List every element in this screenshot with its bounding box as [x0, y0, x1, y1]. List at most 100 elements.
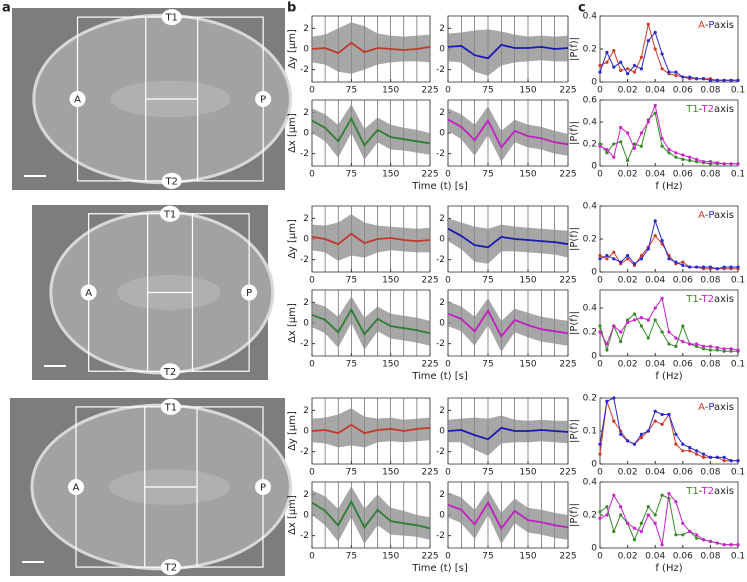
x-tick-label: 0.1	[731, 276, 745, 286]
x-axis-label: f (Hz)	[655, 371, 682, 382]
legend-entry: -	[705, 20, 709, 31]
legend-entry: A	[698, 210, 705, 221]
spectrum-point	[653, 318, 657, 322]
x-tick-label: 225	[421, 468, 438, 478]
y-tick-label: 0	[439, 319, 445, 329]
x-axis-label: f (Hz)	[655, 563, 682, 574]
x-tick-label: 75	[346, 360, 357, 370]
x-axis-label: Time (t) [s]	[411, 371, 468, 382]
x-tick-label: 0	[309, 86, 315, 96]
x-tick-label: 0.02	[618, 552, 638, 562]
y-tick-label: -2	[300, 255, 309, 265]
x-tick-label: 0.02	[618, 468, 638, 478]
mean-line	[311, 232, 431, 246]
spectrum-point	[653, 30, 657, 35]
x-tick-label: 75	[482, 468, 493, 478]
legend-entry: T1	[685, 104, 698, 115]
trace-envelope	[312, 22, 430, 74]
legend-entry: T1	[685, 486, 698, 497]
spectrum-point	[736, 265, 740, 269]
y-axis-label: |P(f)|	[569, 311, 580, 335]
spectrum-point	[667, 330, 671, 334]
spectrum-point	[681, 75, 685, 79]
spectrum-point	[605, 505, 609, 509]
spectrum-point	[688, 445, 692, 450]
y-tick-label: 0.2	[583, 235, 597, 245]
x-tick-label: 0.06	[673, 360, 693, 370]
x-tick-label: 0.08	[700, 468, 720, 478]
spectrum-point	[722, 78, 726, 82]
y-tick-label: -2	[300, 531, 309, 541]
trace-envelope	[448, 298, 568, 352]
y-axis-label: Δx [μm]	[287, 495, 298, 535]
y-tick-label: 0	[303, 45, 309, 55]
y-tick-label: 0	[303, 129, 309, 139]
x-tick-label: 0	[597, 552, 603, 562]
y-tick-label: 0	[439, 511, 445, 521]
spectrum-point	[722, 459, 726, 463]
y-tick-label: 2	[303, 24, 309, 34]
label-badge	[68, 479, 84, 495]
y-axis-label: |P(f)|	[569, 419, 580, 443]
spectrum-point	[626, 257, 630, 261]
spectrum-point	[681, 533, 685, 537]
x-tick-label: 0	[309, 360, 315, 370]
y-tick-label: 0	[591, 78, 597, 88]
legend-entry: -	[705, 402, 709, 413]
mean-line	[311, 307, 431, 336]
x-tick-label: 150	[519, 86, 536, 96]
x-tick-label: 0	[597, 86, 603, 96]
label-badge	[255, 91, 272, 107]
x-tick-label: 0.1	[731, 552, 745, 562]
x-tick-label: 0.02	[618, 86, 638, 96]
legend-entry: axis	[714, 20, 734, 31]
trace-envelope	[312, 296, 430, 350]
spectrum-point	[667, 412, 671, 417]
y-tick-label: 2	[303, 214, 309, 224]
y-tick-label: 0.2	[583, 45, 597, 55]
spectrum-point	[674, 155, 678, 159]
y-tick-label: -2	[436, 531, 445, 541]
x-tick-label: 150	[382, 276, 399, 286]
spectrum-point	[653, 419, 657, 423]
mean-line	[447, 43, 569, 60]
spectrum-point	[674, 73, 678, 77]
spectrum-point	[639, 257, 644, 261]
y-tick-label: -2	[300, 339, 309, 349]
x-tick-label: 0	[445, 86, 451, 96]
x-tick-label: 75	[482, 552, 493, 562]
y-tick-label: 0.2	[583, 140, 597, 150]
x-tick-label: 0.08	[700, 360, 720, 370]
y-axis-label: Δy [μm]	[287, 411, 298, 451]
y-tick-label: 0	[591, 268, 597, 278]
x-tick-label: 75	[346, 552, 357, 562]
embryo-label: A	[73, 483, 80, 494]
spectrum-point	[619, 68, 623, 73]
spectrum-point	[653, 513, 657, 517]
trace-envelope	[448, 29, 568, 76]
embryo-label: T1	[163, 209, 176, 220]
spectrum-point	[598, 510, 602, 514]
y-tick-label: 2	[303, 108, 309, 118]
spectrum-point	[653, 234, 657, 238]
spectrum-point	[708, 455, 713, 459]
spectrum-point	[653, 103, 657, 108]
legend-entry: T2	[700, 294, 713, 305]
spectrum-point	[646, 247, 650, 251]
legend-entry: -	[699, 486, 703, 497]
spectrum-point	[660, 67, 664, 71]
x-tick-label: 225	[559, 360, 576, 370]
spectrum-point	[619, 260, 623, 264]
legend-entry: axis	[714, 402, 734, 413]
spectrum-point	[729, 459, 733, 463]
x-tick-label: 75	[482, 86, 493, 96]
spectrum-point	[736, 78, 740, 82]
spectrum-point	[688, 265, 692, 269]
spectrum-point	[722, 265, 726, 269]
legend-entry: P	[708, 210, 714, 221]
legend-entry: P	[708, 402, 714, 413]
x-tick-label: 0	[445, 552, 451, 562]
mean-line	[311, 116, 431, 148]
x-tick-label: 225	[559, 86, 576, 96]
spectrum-point	[598, 144, 602, 148]
